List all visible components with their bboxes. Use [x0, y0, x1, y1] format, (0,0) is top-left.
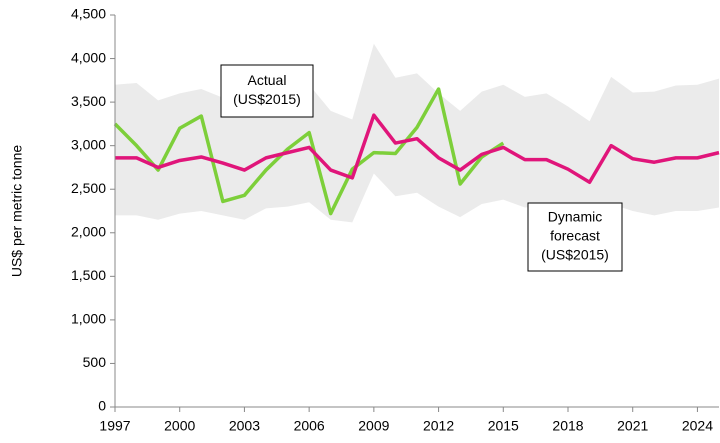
y-tick-label: 1,000 — [71, 311, 106, 327]
y-tick-label: 2,500 — [71, 180, 106, 196]
y-tick-label: 2,000 — [71, 223, 106, 239]
y-tick-label: 3,500 — [71, 93, 106, 109]
y-tick-label: 1,500 — [71, 267, 106, 283]
annotation-text: Actual — [248, 72, 287, 88]
x-tick-label: 2024 — [682, 418, 713, 434]
forecast-band — [115, 43, 719, 223]
x-tick-label: 2006 — [294, 418, 325, 434]
x-tick-label: 1997 — [99, 418, 130, 434]
y-axis-label: US$ per metric tonne — [9, 145, 25, 277]
annotation-box — [527, 202, 623, 272]
annotation-box — [220, 64, 314, 118]
x-tick-label: 2000 — [164, 418, 195, 434]
x-tick-label: 2003 — [229, 418, 260, 434]
x-tick-label: 2015 — [488, 418, 519, 434]
series-line — [115, 113, 720, 185]
y-tick-label: 500 — [83, 354, 107, 370]
x-tick-label: 2009 — [358, 418, 389, 434]
y-tick-label: 0 — [98, 398, 106, 414]
annotation-text: (US$2015) — [233, 91, 301, 107]
annotation-text: forecast — [550, 228, 600, 244]
annotation-text: Dynamic — [548, 209, 602, 225]
y-tick-label: 3,000 — [71, 136, 106, 152]
x-tick-label: 2018 — [552, 418, 583, 434]
annotation-text: (US$2015) — [541, 247, 609, 263]
series-line — [113, 87, 505, 216]
x-tick-label: 2012 — [423, 418, 454, 434]
x-tick-label: 2021 — [617, 418, 648, 434]
y-tick-label: 4,500 — [71, 6, 106, 22]
y-tick-label: 4,000 — [71, 49, 106, 65]
